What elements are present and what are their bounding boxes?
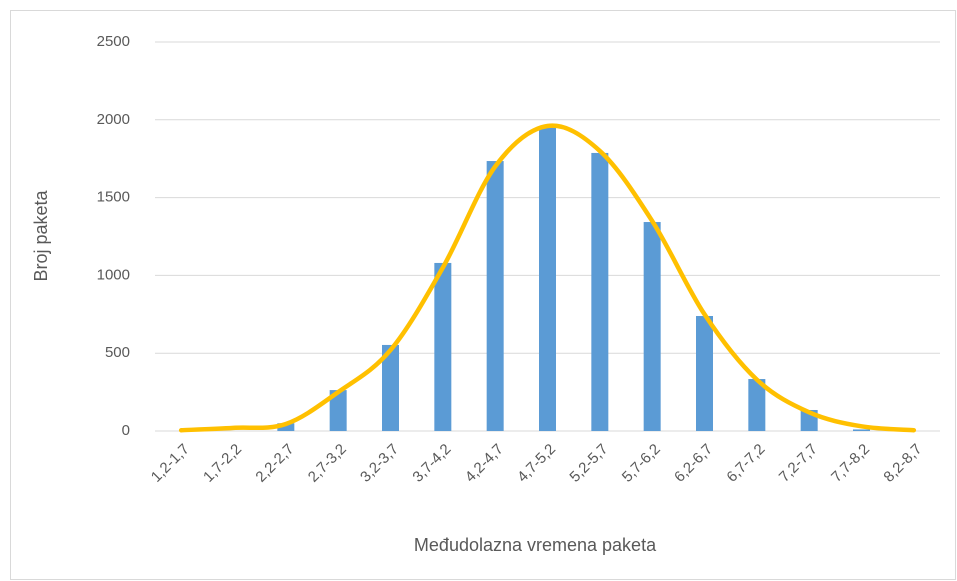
bar — [329, 390, 347, 431]
bar — [277, 423, 295, 431]
bar — [539, 127, 556, 431]
bar — [643, 222, 661, 431]
y-tick-label: 500 — [105, 344, 130, 361]
bar — [434, 262, 452, 431]
y-tick-label: 1000 — [97, 266, 130, 283]
bar — [748, 379, 766, 431]
x-axis-label: Međudolazna vremena paketa — [414, 535, 657, 555]
y-tick-label: 0 — [122, 422, 130, 439]
bar — [853, 429, 870, 431]
y-axis-label: Broj paketa — [31, 189, 51, 281]
bar — [486, 161, 504, 431]
bar — [591, 152, 609, 431]
bar — [382, 344, 399, 431]
chart-border — [10, 10, 956, 580]
y-tick-label: 2000 — [97, 111, 130, 128]
line — [178, 123, 917, 433]
y-tick-label: 1500 — [97, 189, 130, 206]
y-tick-label: 2500 — [97, 33, 130, 50]
bar — [696, 316, 713, 431]
